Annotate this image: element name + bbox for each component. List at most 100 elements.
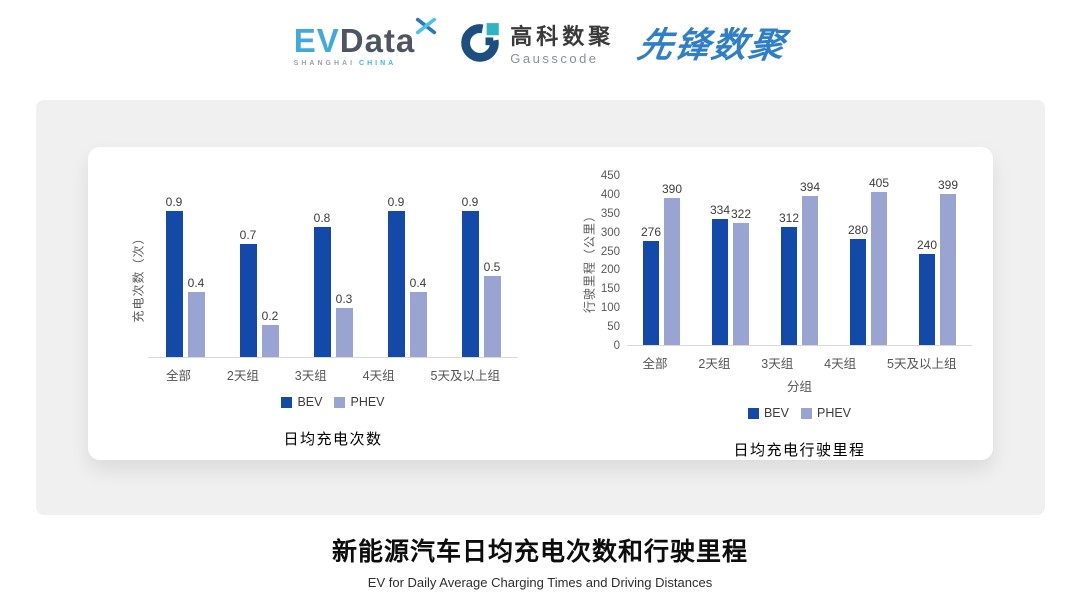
bar-value-label: 240 bbox=[916, 238, 938, 253]
bar-bev: 0.8 bbox=[313, 211, 331, 357]
bar-group: 0.7 0.2 bbox=[239, 228, 279, 357]
gausscode-logo: 高科数聚 Gausscode bbox=[459, 22, 614, 69]
legend: BEV PHEV bbox=[627, 406, 972, 420]
x-category-label: 全部 bbox=[165, 369, 191, 383]
legend-label: PHEV bbox=[816, 406, 852, 420]
bar-phev: 390 bbox=[662, 182, 682, 345]
evdata-spark-icon bbox=[415, 15, 437, 42]
bar-phev: 0.3 bbox=[335, 292, 353, 357]
bar-value-label: 280 bbox=[847, 223, 869, 238]
evdata-wordmark: EV Data bbox=[294, 24, 416, 57]
y-tick-label: 0 bbox=[613, 340, 620, 352]
header-logos: EV Data SHANGHAI CHINA 高科数聚 bbox=[0, 17, 1080, 69]
bar-phev: 0.2 bbox=[261, 309, 279, 357]
x-category-label: 3天组 bbox=[294, 369, 327, 383]
y-axis-ticks: 0 50 100 150 200 250 300 350 400 450 bbox=[599, 170, 627, 352]
x-axis-label: 分组 bbox=[786, 380, 812, 394]
legend-label: PHEV bbox=[350, 395, 385, 409]
bar-value-label: 399 bbox=[937, 178, 959, 193]
legend-item-phev: PHEV bbox=[800, 406, 852, 420]
legend-item-bev: BEV bbox=[281, 395, 322, 409]
x-category-label: 5天及以上组 bbox=[430, 369, 500, 383]
y-tick-label: 350 bbox=[600, 207, 620, 220]
chart-body: 充电次数（次） 0.9 0.4 0.7 0.2 0.8 0.3 0.9 0.4 0.9 0.5 bbox=[128, 195, 518, 358]
evdata-shanghai-text: SHANGHAI bbox=[293, 60, 356, 67]
bar-value-label: 0.7 bbox=[239, 227, 257, 242]
bar-group: 0.9 0.4 bbox=[387, 195, 427, 357]
legend-swatch bbox=[281, 396, 293, 408]
bar-group: 312 394 bbox=[779, 180, 820, 345]
y-tick-label: 200 bbox=[600, 264, 620, 277]
bar-bev: 240 bbox=[917, 238, 937, 345]
bar-phev: 0.4 bbox=[409, 276, 427, 357]
y-axis-label-text: 充电次数（次） bbox=[131, 230, 146, 323]
evdata-subtitle: SHANGHAI CHINA bbox=[294, 60, 397, 67]
gausscode-chinese-name: 高科数聚 bbox=[510, 24, 615, 50]
y-tick-label: 50 bbox=[607, 321, 620, 334]
bar-value-label: 394 bbox=[799, 180, 821, 195]
evdata-china-text: CHINA bbox=[359, 60, 397, 67]
bar-bev: 0.9 bbox=[461, 195, 479, 357]
chart-daily-charging-times: 充电次数（次） 0.9 0.4 0.7 0.2 0.8 0.3 0.9 0.4 0.9 0.5 全部 2… bbox=[128, 195, 518, 449]
bar-group: 240 399 bbox=[917, 178, 958, 345]
bar-value-label: 405 bbox=[868, 176, 890, 190]
charts-card: 充电次数（次） 0.9 0.4 0.7 0.2 0.8 0.3 0.9 0.4 0.9 0.5 全部 2… bbox=[88, 147, 993, 460]
bar-value-label: 334 bbox=[709, 202, 731, 217]
gausscode-text: 高科数聚 Gausscode bbox=[510, 24, 615, 66]
bar-value-label: 390 bbox=[661, 181, 683, 196]
x-category-label: 3天组 bbox=[761, 357, 794, 371]
bar-bev: 0.9 bbox=[387, 195, 405, 357]
bar-bev: 0.9 bbox=[165, 195, 183, 357]
chart-daily-driving-distance: 行驶里程（公里） 0 50 100 150 200 250 300 350 400 450 276 39… bbox=[579, 170, 972, 460]
x-category-label: 全部 bbox=[642, 357, 668, 371]
bar-value-label: 0.8 bbox=[313, 211, 331, 226]
y-axis-label-text: 行驶里程（公里） bbox=[582, 208, 597, 313]
y-tick-label: 250 bbox=[600, 245, 620, 258]
bar-bev: 0.7 bbox=[239, 228, 257, 357]
bar-group: 0.8 0.3 bbox=[313, 211, 353, 357]
evdata-data-text: Data bbox=[339, 22, 416, 59]
x-category-label: 2天组 bbox=[226, 369, 259, 383]
gausscode-g-icon bbox=[459, 22, 501, 69]
chart-title: 日均充电次数 bbox=[283, 431, 383, 448]
bar-value-label: 0.9 bbox=[165, 195, 183, 210]
bar-value-label: 0.9 bbox=[461, 195, 479, 210]
chart-below: 全部 2天组 3天组 4天组 5天及以上组 BEV PHEV 日均充电次数 bbox=[148, 365, 518, 449]
legend-swatch bbox=[334, 396, 346, 408]
evdata-logo: EV Data SHANGHAI CHINA bbox=[294, 17, 437, 67]
bar-phev: 0.4 bbox=[187, 276, 205, 357]
page-subtitle: EV for Daily Average Charging Times and … bbox=[367, 575, 713, 590]
bar-value-label: 276 bbox=[640, 224, 662, 239]
bar-group: 280 405 bbox=[847, 176, 889, 345]
legend-label: BEV bbox=[297, 395, 323, 409]
y-tick-label: 300 bbox=[600, 226, 620, 239]
bar-value-label: 0.4 bbox=[409, 276, 427, 291]
bar-value-label: 0.5 bbox=[483, 260, 501, 274]
x-category-label: 5天及以上组 bbox=[887, 357, 957, 371]
plot-area: 276 390 334 322 312 394 280 405 240 399 bbox=[627, 175, 972, 346]
bar-group: 0.9 0.4 bbox=[165, 195, 205, 357]
chart-below: 全部 2天组 3天组 4天组 5天及以上组 分组 BEV PHEV 日均充电行驶里程 bbox=[627, 353, 972, 460]
y-axis-label: 充电次数（次） bbox=[128, 195, 148, 358]
y-tick-label: 400 bbox=[600, 188, 620, 201]
bar-value-label: 0.4 bbox=[187, 276, 205, 291]
bar-value-label: 0.3 bbox=[335, 292, 353, 307]
bar-value-label: 0.2 bbox=[261, 308, 279, 323]
x-category-label: 4天组 bbox=[824, 357, 857, 371]
x-category-row: 全部 2天组 3天组 4天组 5天及以上组 bbox=[627, 353, 972, 372]
bar-phev: 394 bbox=[800, 180, 820, 345]
bar-group: 276 390 bbox=[640, 182, 682, 345]
plot-area: 0.9 0.4 0.7 0.2 0.8 0.3 0.9 0.4 0.9 0.5 bbox=[148, 195, 518, 358]
bar-phev: 405 bbox=[869, 176, 889, 345]
bar-phev: 0.5 bbox=[483, 260, 501, 357]
xianfeng-shuju-logo: 先锋数聚 bbox=[634, 26, 790, 65]
evdata-ev-text: EV bbox=[293, 22, 340, 59]
legend-swatch bbox=[800, 407, 812, 419]
x-category-row: 全部 2天组 3天组 4天组 5天及以上组 bbox=[148, 365, 518, 384]
chart-title: 日均充电行驶里程 bbox=[733, 442, 866, 459]
gray-panel: 充电次数（次） 0.9 0.4 0.7 0.2 0.8 0.3 0.9 0.4 0.9 0.5 全部 2… bbox=[36, 100, 1045, 515]
y-tick-label: 150 bbox=[600, 283, 620, 296]
y-tick-label: 450 bbox=[600, 170, 620, 182]
legend-item-bev: BEV bbox=[747, 406, 789, 420]
